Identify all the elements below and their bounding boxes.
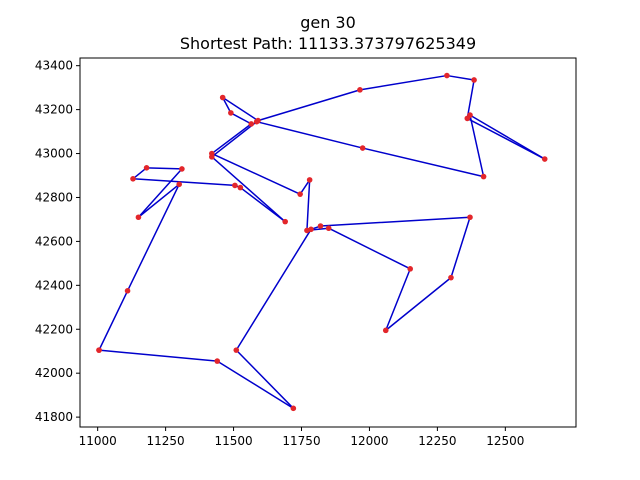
path-segment	[211, 123, 252, 155]
chart-subtitle: Shortest Path: 11133.373797625349	[180, 34, 476, 53]
city-point	[467, 112, 473, 118]
city-point	[297, 191, 303, 197]
city-point	[135, 214, 142, 221]
city-point	[306, 177, 313, 183]
x-tick-label: 11000	[79, 434, 117, 448]
path-segment	[385, 276, 452, 332]
path-segment	[132, 178, 236, 187]
y-tick-label: 41800	[35, 410, 73, 424]
path-segment	[469, 114, 485, 178]
city-point	[248, 121, 255, 127]
path-segment	[211, 156, 286, 223]
y-axis: 41800 42000 42200 42400 42600 42800 43000 43200…	[35, 59, 80, 424]
city-point	[228, 110, 234, 116]
x-tick-label: 12000	[350, 434, 388, 448]
path-segment	[235, 349, 295, 410]
path-segment	[211, 120, 258, 158]
city-point	[179, 166, 185, 172]
city-point	[233, 347, 240, 353]
path-segment	[211, 152, 301, 195]
city-point	[471, 77, 477, 83]
city-point	[96, 347, 102, 353]
city-point	[253, 118, 260, 125]
city-point	[317, 223, 324, 229]
x-tick-label: 12250	[418, 434, 456, 448]
path-segment	[257, 89, 361, 122]
path-segment	[145, 167, 183, 170]
path-segment	[98, 349, 218, 362]
city-point	[219, 94, 226, 101]
city-point	[214, 358, 221, 364]
city-point	[237, 184, 244, 191]
path-segment	[137, 183, 180, 218]
x-tick-label: 11750	[282, 434, 320, 448]
y-tick-label: 42200	[35, 322, 73, 336]
city-point	[541, 156, 548, 162]
path-segment	[230, 112, 252, 125]
path-segment	[319, 216, 471, 227]
path-segment	[306, 179, 311, 232]
path-segment	[466, 79, 475, 120]
path-segment	[299, 179, 311, 195]
path-segment	[361, 147, 485, 178]
y-tick-label: 43200	[35, 103, 73, 117]
city-point	[467, 214, 473, 221]
city-point	[304, 227, 310, 234]
path-segment	[385, 268, 411, 332]
city-point	[480, 173, 487, 180]
city-point	[176, 181, 182, 188]
plot-frame	[79, 57, 577, 428]
x-tick-label: 12500	[486, 434, 524, 448]
city-point	[232, 182, 238, 189]
path-segment	[446, 74, 475, 81]
path-segment	[137, 168, 183, 218]
path-segment	[221, 96, 259, 122]
path-segment	[235, 228, 312, 351]
city-point	[357, 87, 363, 93]
path-segment	[327, 227, 411, 270]
path-segment	[126, 183, 180, 292]
path-segment	[221, 96, 232, 114]
city-point	[130, 176, 136, 182]
path-segment	[98, 290, 129, 351]
city-point	[282, 218, 288, 225]
path-segment	[359, 74, 448, 91]
y-tick-label: 42000	[35, 366, 73, 380]
city-point	[143, 165, 150, 171]
y-tick-label: 42800	[35, 190, 73, 204]
path-segment	[255, 120, 364, 149]
path-segment	[132, 167, 148, 180]
path-segment	[450, 216, 471, 279]
path-segment	[216, 360, 295, 410]
x-axis: 11000 11250 11500 11750 12000 12250 12500	[79, 427, 524, 448]
city-point	[124, 288, 131, 294]
y-tick-label: 43400	[35, 59, 73, 73]
plot-area	[96, 72, 548, 412]
y-tick-label: 42400	[35, 278, 73, 292]
city-point	[382, 327, 389, 334]
chart-title: gen 30	[300, 13, 356, 32]
city-point	[359, 145, 366, 151]
city-point	[325, 225, 332, 232]
path-segment	[239, 186, 286, 223]
city-point	[448, 274, 454, 281]
city-point	[407, 266, 414, 272]
y-tick-label: 43000	[35, 147, 73, 161]
x-tick-label: 11250	[147, 434, 185, 448]
y-tick-label: 42600	[35, 234, 73, 248]
x-tick-label: 11500	[214, 434, 252, 448]
city-point	[444, 72, 450, 79]
city-point	[290, 405, 297, 412]
city-point	[209, 154, 215, 160]
path-segment	[469, 114, 546, 160]
